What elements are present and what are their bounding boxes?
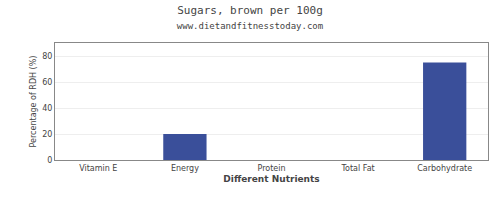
- svg-text:Energy: Energy: [171, 164, 199, 173]
- svg-text:Carbohydrate: Carbohydrate: [417, 164, 472, 173]
- svg-text:40: 40: [42, 104, 52, 113]
- svg-text:Percentage of RDH (%): Percentage of RDH (%): [29, 56, 38, 148]
- svg-text:20: 20: [42, 130, 52, 139]
- svg-text:Sugars, brown per 100gwww.diet: Sugars, brown per 100gwww.dietandfitness…: [177, 4, 323, 30]
- svg-text:60: 60: [42, 78, 52, 87]
- svg-text:0: 0: [47, 156, 52, 165]
- svg-text:Total Fat: Total Fat: [341, 164, 375, 173]
- svg-text:Protein: Protein: [257, 164, 285, 173]
- svg-text:Vitamin E: Vitamin E: [79, 164, 117, 173]
- svg-text:80: 80: [42, 52, 52, 61]
- svg-text:Different Nutrients: Different Nutrients: [223, 174, 319, 184]
